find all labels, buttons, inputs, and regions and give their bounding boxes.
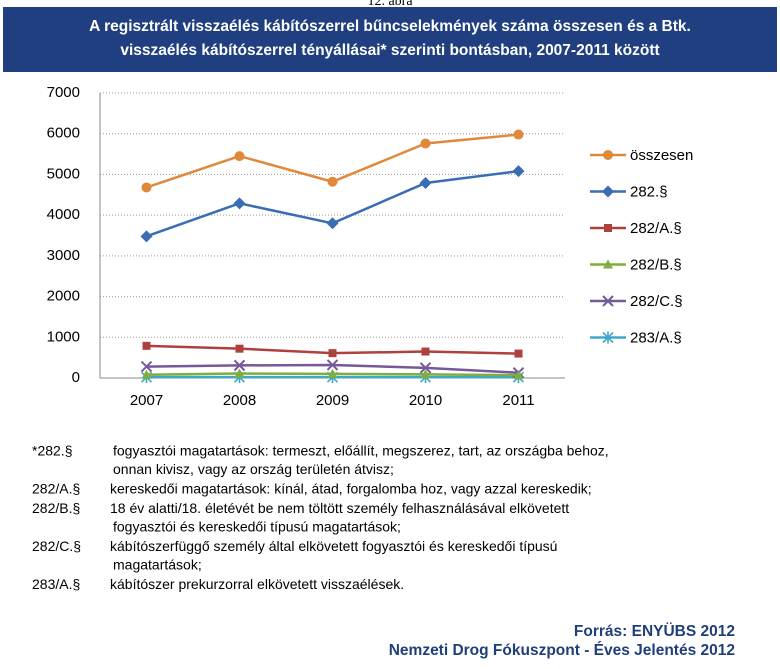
marker: [512, 165, 525, 178]
title-banner: [3, 7, 777, 72]
footnote-text: onnan kivisz, vagy az ország területén á…: [113, 461, 394, 477]
x-tick-label: 2009: [316, 392, 349, 409]
marker: [327, 176, 338, 187]
legend-marker: [603, 259, 613, 269]
y-tick-label: 5000: [47, 165, 80, 182]
y-tick-label: 1000: [47, 328, 80, 345]
footnote-code: 282/C.§: [32, 538, 81, 554]
footnote-text: kereskedői magatartások: kínál, átad, fo…: [110, 481, 592, 497]
y-tick-label: 3000: [47, 247, 80, 264]
footnote-code: 282/B.§: [32, 500, 80, 516]
y-tick-label: 0: [72, 369, 80, 386]
marker: [141, 182, 152, 193]
caption: 12. ábra: [367, 0, 413, 9]
marker: [141, 369, 152, 379]
footnote-text: kábítószer prekurzorral elkövetett vissz…: [110, 576, 404, 592]
legend-label: 282/A.§: [630, 220, 682, 237]
marker: [140, 360, 153, 373]
footnote-text: fogyasztói magatartások: termeszt, előál…: [113, 443, 609, 459]
marker: [514, 349, 523, 358]
x-tick-label: 2008: [223, 392, 256, 409]
footnote-code: 282/A.§: [32, 481, 80, 497]
marker: [420, 138, 431, 149]
legend-marker: [603, 150, 613, 160]
legend-label: 282/C.§: [630, 293, 683, 310]
y-tick-label: 4000: [47, 206, 80, 223]
marker: [326, 359, 339, 371]
x-tick-label: 2010: [409, 392, 442, 409]
legend-marker: [602, 185, 614, 198]
y-tick-label: 6000: [47, 125, 80, 142]
chart-title: A regisztrált visszaélés kábítószerrel b…: [89, 18, 691, 35]
marker: [421, 347, 430, 356]
footnote-text: magatartások;: [113, 557, 202, 573]
y-tick-label: 7000: [47, 84, 80, 101]
marker: [233, 197, 246, 210]
marker: [327, 368, 338, 378]
legend-marker: [604, 224, 612, 232]
legend-label: összesen: [630, 147, 693, 164]
marker: [142, 341, 151, 350]
x-tick-label: 2011: [502, 392, 534, 409]
footnote-code: *282.§: [32, 443, 72, 459]
marker: [419, 176, 432, 189]
legend-label: 282.§: [630, 183, 668, 200]
marker: [233, 359, 246, 372]
marker: [234, 368, 245, 378]
marker: [234, 151, 245, 162]
marker: [513, 370, 524, 380]
x-tick-label: 2007: [130, 392, 163, 409]
marker: [140, 230, 153, 243]
legend-label: 283/A.§: [630, 329, 682, 346]
footnote-code: 283/A.§: [32, 576, 80, 592]
marker: [326, 217, 339, 230]
footnote-text: kábítószerfüggő személy által elkövetett…: [110, 538, 557, 554]
source: Nemzeti Drog Fókuszpont - Éves Jelentés …: [389, 642, 735, 659]
marker: [328, 349, 337, 358]
legend-marker: [602, 331, 614, 344]
marker: [420, 369, 431, 379]
footnote-text: 18 év alatti/18. életévét be nem töltött…: [110, 500, 569, 516]
footnote-text: fogyasztói és kereskedői típusú magatart…: [113, 519, 401, 535]
legend-marker: [602, 295, 614, 307]
marker: [513, 129, 524, 140]
legend-label: 282/B.§: [630, 256, 682, 273]
marker: [419, 362, 432, 374]
y-tick-label: 2000: [47, 288, 80, 305]
chart-title: visszaélés kábítószerrel tényállásai* sz…: [120, 42, 659, 59]
source: Forrás: ENYÜBS 2012: [574, 623, 735, 640]
marker: [235, 344, 244, 353]
